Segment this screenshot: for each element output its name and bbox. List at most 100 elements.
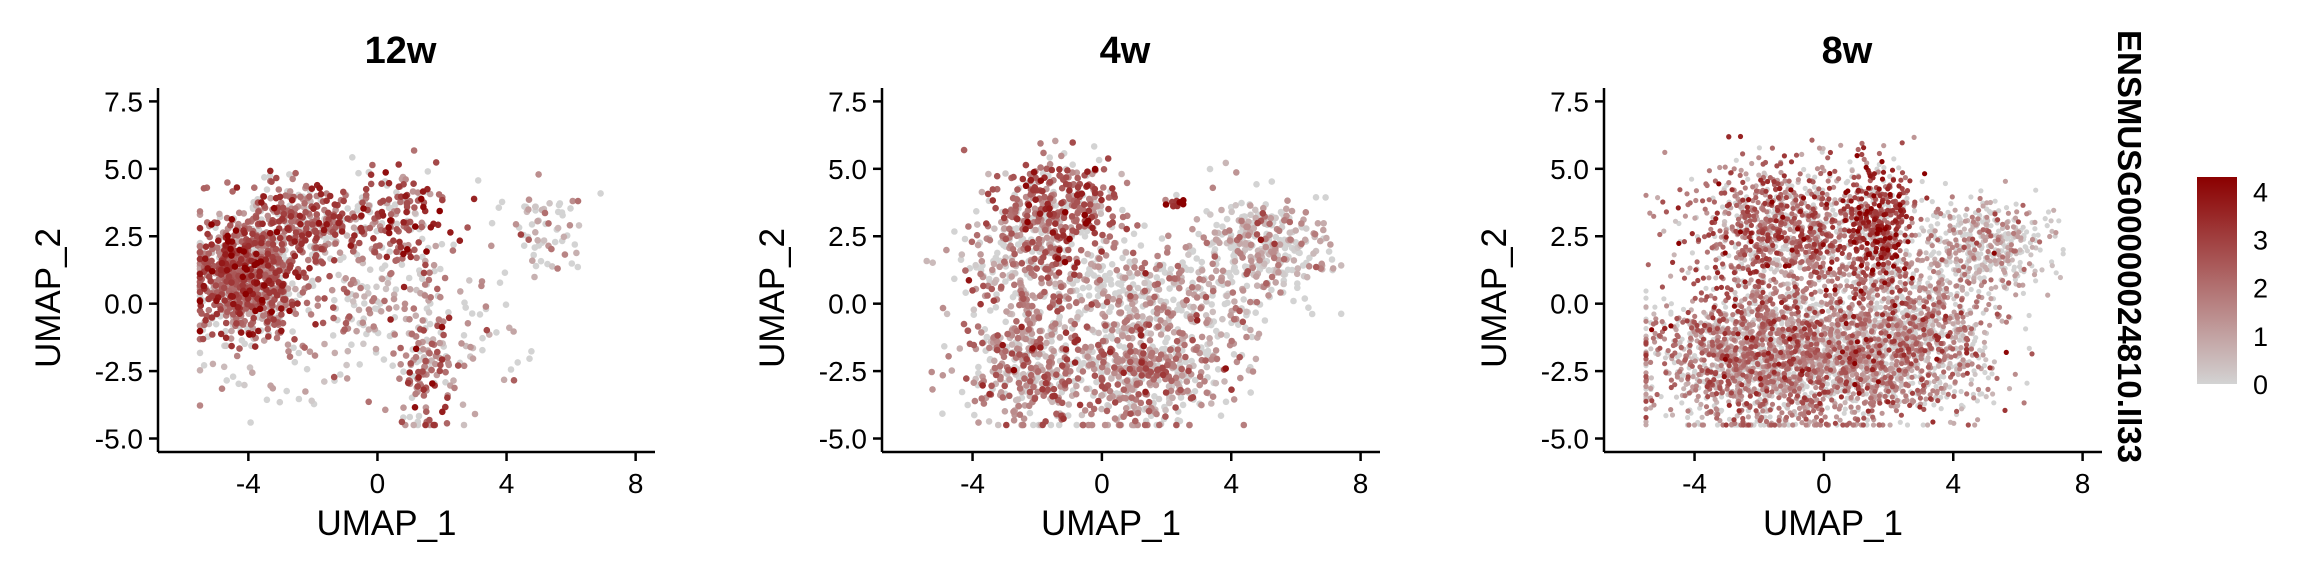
cell-point (1042, 353, 1050, 360)
cell-point (945, 353, 952, 360)
cell-point (978, 329, 985, 336)
cell-point (268, 178, 275, 185)
cell-point (366, 224, 374, 232)
cell-point (1230, 316, 1238, 323)
cell-point (319, 319, 327, 327)
cell-point (1072, 299, 1080, 307)
cell-point (1008, 350, 1016, 357)
cell-point (1025, 310, 1032, 318)
cell-point (1024, 218, 1031, 226)
cell-point (939, 410, 946, 418)
cell-point (1173, 191, 1180, 199)
x-tick-label: -4 (960, 468, 985, 499)
cell-point (983, 220, 990, 227)
cell-point (418, 195, 425, 203)
cell-point (1847, 159, 1853, 165)
cell-point (1010, 408, 1017, 416)
cell-point (385, 224, 393, 231)
cell-point (442, 403, 449, 411)
cell-point (1154, 280, 1162, 288)
cell-point (398, 261, 406, 269)
cell-point (496, 279, 504, 287)
cell-point (939, 304, 947, 312)
cell-point (1140, 350, 1147, 357)
cell-point (1172, 404, 1179, 411)
cell-point (1168, 377, 1175, 385)
cell-point (1910, 380, 1916, 386)
cell-point (531, 273, 538, 281)
cell-point (1064, 167, 1071, 174)
cell-point (428, 366, 435, 374)
cell-point (1222, 159, 1230, 167)
cell-point (227, 222, 234, 229)
cell-point (1098, 392, 1106, 399)
cell-point (289, 175, 297, 183)
cell-point (359, 199, 366, 206)
cell-point (1043, 339, 1050, 347)
cell-point (268, 299, 276, 307)
cell-point (1142, 365, 1150, 372)
cell-point (969, 287, 976, 294)
cell-point (218, 259, 226, 267)
cell-point (1085, 292, 1093, 299)
cell-point (1081, 211, 1088, 219)
cell-point (291, 252, 299, 260)
cell-point (1182, 244, 1190, 251)
cell-point (1010, 366, 1018, 374)
cell-point (1109, 219, 1116, 226)
cell-point (450, 241, 457, 249)
cell-point (488, 219, 496, 227)
cell-point (1111, 415, 1119, 422)
cell-point (365, 326, 373, 333)
cell-point (1254, 219, 1261, 227)
cell-point (402, 192, 409, 200)
cell-point (460, 421, 468, 429)
cell-point (1146, 315, 1154, 323)
cell-point (258, 296, 266, 304)
cell-point (1025, 264, 1033, 272)
cell-point (215, 237, 222, 244)
cell-point (958, 388, 966, 396)
cell-point (971, 411, 978, 419)
cell-point (1173, 337, 1181, 345)
cell-point (493, 329, 500, 336)
cell-point (442, 368, 449, 376)
cell-point (426, 350, 433, 357)
cell-point (286, 188, 294, 195)
cell-point (998, 283, 1005, 291)
cell-point (1202, 357, 1209, 364)
cell-point (434, 285, 441, 293)
cell-point (531, 244, 539, 251)
cell-point (1203, 389, 1211, 397)
cell-point (404, 246, 411, 253)
cell-point (307, 311, 315, 318)
scatter-points (923, 137, 1345, 429)
cell-point (359, 319, 367, 327)
cell-point (1055, 421, 1063, 429)
cell-point (343, 361, 350, 369)
cell-point (349, 248, 357, 255)
cell-point (250, 314, 257, 322)
cell-point (1008, 341, 1016, 348)
cell-point (1156, 421, 1163, 429)
cell-point (1256, 257, 1263, 264)
cell-point (220, 363, 228, 371)
cell-point (999, 341, 1006, 349)
cell-point (510, 377, 518, 384)
cell-point (423, 408, 430, 416)
cell-point (260, 312, 267, 319)
cell-point (1277, 289, 1284, 296)
cell-point (1219, 315, 1226, 323)
x-tick-label: 4 (1223, 468, 1239, 499)
cell-point (1102, 322, 1109, 329)
cell-point (275, 186, 283, 193)
cell-point (1018, 323, 1025, 331)
cell-point (289, 328, 296, 335)
cell-point (258, 199, 265, 206)
y-tick-label: 2.5 (104, 221, 143, 252)
cell-point (1080, 257, 1088, 265)
cell-point (312, 258, 320, 265)
cell-point (970, 306, 978, 314)
cell-point (421, 363, 429, 370)
cell-point (1169, 394, 1176, 402)
